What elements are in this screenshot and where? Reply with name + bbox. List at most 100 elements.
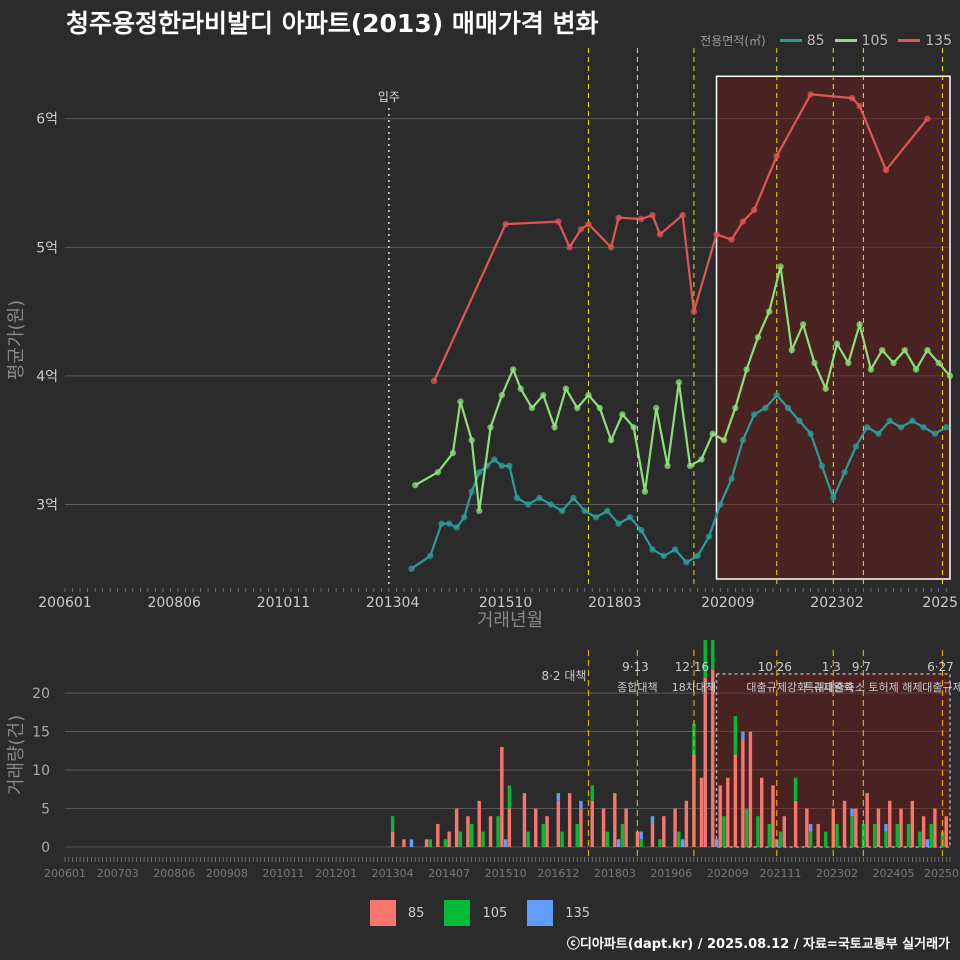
volume-x-tick-label: 202302 [816,867,858,880]
volume-bar-135 [850,808,854,817]
volume-x-tick-label: 202507 [924,867,960,880]
volume-y-tick-label: 20 [32,686,50,702]
volume-bar-85 [888,800,892,847]
volume-bar-85 [933,808,937,847]
volume-bar-85 [876,808,881,847]
volume-bar-85 [500,746,504,847]
volume-bar-105 [940,831,945,847]
volume-y-tick-label: 0 [41,840,50,856]
credit-text: ⓒ디아파트(dapt.kr) / 2025.08.12 / 자료=국토교통부 실… [566,937,950,952]
y-tick-label: 6억 [36,112,58,128]
x-tick-label: 201803 [588,595,641,611]
volume-bar-85 [944,816,948,847]
volume-bar-85 [684,800,689,847]
volume-bar-105 [639,839,643,847]
event-labels: 8·2 대책 9·13 종합대책 12·16 18차대책 10·26 대출규제강화 1·3 규제… [541,660,960,694]
legend-label-85: 85 [806,32,825,49]
volume-bar-105 [620,823,625,847]
legend-item-85: 85 [779,32,825,49]
top-legend: 전용면적(㎡) 85 105 135 [700,32,952,49]
volume-bar-85 [703,677,707,847]
bar-legend-105: 105 [444,900,507,926]
volume-bar-85 [718,785,722,847]
bar-swatch-135 [527,900,554,926]
volume-bar-105 [390,816,395,832]
volume-bar-135 [714,839,719,847]
volume-x-tick-label: 200806 [153,867,195,880]
volume-bar-85 [556,800,561,847]
bar-legend-label-105: 105 [482,905,508,921]
volume-bar-135 [409,839,414,847]
volume-bar-85 [842,800,847,847]
volume-bar-85 [650,823,655,847]
volume-bar-85 [741,739,745,847]
volume-bar-105 [443,839,448,847]
volume-x-tick-label: 201803 [594,867,636,880]
volume-bar-105 [733,716,738,755]
volume-bar-85 [899,808,903,847]
legend-item-135: 135 [898,33,952,49]
legend-swatch-135 [898,39,921,42]
volume-bar-85 [590,800,594,847]
volume-bar-135 [650,816,655,824]
volume-bar-105 [658,839,662,847]
y-tick-label: 4억 [36,369,58,385]
volume-x-tick-label: 200908 [206,867,248,880]
volume-bar-105 [895,823,899,847]
y-tick-label: 3억 [36,497,58,513]
price-line-85 [410,393,947,570]
volume-bar-105 [428,839,432,847]
volume-bar-105 [496,816,500,847]
volume-x-tick-label: 201011 [262,867,304,880]
volume-bar-105 [711,640,715,670]
volume-y-tick-label: 10 [32,763,50,779]
legend-label-105: 105 [861,32,889,49]
event-date-label: 9·13 [622,660,649,674]
volume-bar-105 [526,831,530,847]
volume-bar-105 [793,777,798,801]
event-name-label: 18차대책 [672,681,716,694]
volume-x-tick-label: 201407 [428,867,470,880]
price-grid: 3억 4억 5억 6억 [36,112,950,513]
event-date-label: 1·3 [822,660,841,674]
volume-x-tick-label: 201612 [537,867,579,880]
volume-bar-85 [711,670,715,847]
event-name-label: 대출규제 [922,681,960,694]
x-tick-label: 200601 [38,595,91,611]
volume-bar-85 [865,793,869,847]
legend-item-105: 105 [834,32,889,49]
volume-bar-105 [692,723,696,755]
price-line-135 [433,93,929,382]
volume-bar-85 [635,831,640,847]
event-name-label: 특례대출축소 토허제 해제 [804,680,922,694]
volume-bar-105 [808,831,813,847]
volume-bar-135 [616,839,621,847]
volume-x-tick-label: 202111 [760,867,802,880]
volume-bar-85 [447,831,451,847]
volume-bar-85 [534,808,538,847]
volume-bar-85 [579,808,583,847]
volume-bar-135 [639,831,643,840]
volume-bar-85 [748,731,753,847]
volume-x-tick-label: 201906 [650,867,692,880]
volume-bar-85 [424,839,429,847]
volume-bar-85 [613,793,617,847]
volume-bar-105 [756,816,760,847]
volume-bar-105 [541,823,545,847]
volume-bar-105 [703,640,707,678]
volume-x-tick-label: 201510 [485,867,527,880]
volume-bar-105 [507,785,512,809]
volume-bar-85 [402,839,406,847]
bar-swatch-85 [369,900,396,926]
move-in-annotation: 입주 [378,90,400,104]
event-date-label: 9·7 [852,660,871,674]
price-lines [410,93,951,570]
volume-bar-105 [884,831,888,847]
volume-bar-85 [921,816,926,847]
volume-bar-105 [605,831,609,847]
event-name-label: 규제완화 [813,681,853,694]
volume-bar-85 [477,800,481,847]
legend-title: 전용면적(㎡) [700,34,766,48]
event-date-label: 12·16 [675,660,709,674]
